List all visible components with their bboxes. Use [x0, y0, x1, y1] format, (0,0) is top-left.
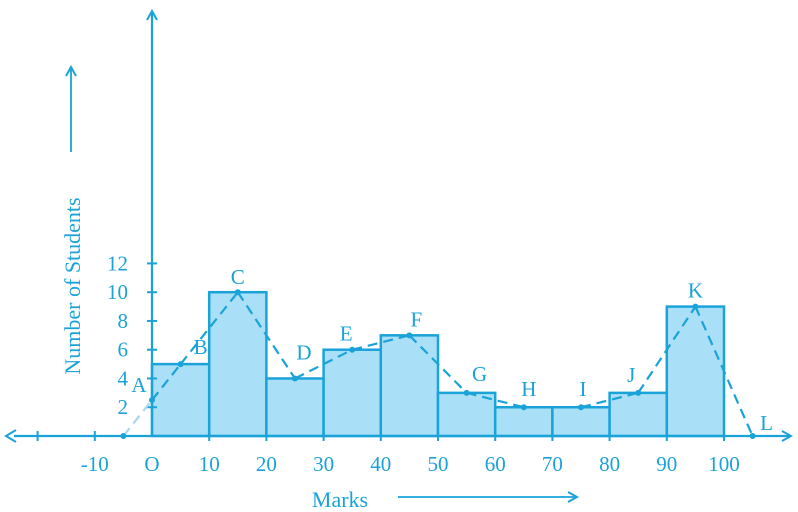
polygon-point-start — [120, 433, 127, 439]
polygon-point-E — [349, 346, 356, 353]
x-tick-label-100: 100 — [708, 452, 740, 476]
x-tick-label-60: 60 — [485, 452, 506, 476]
polygon-point-C — [234, 289, 241, 296]
x-tick-label-80: 80 — [599, 452, 620, 476]
polygon-segment-F-G — [408, 334, 468, 394]
polygon-segment-start-A — [122, 399, 153, 437]
histogram-bar-60-70 — [493, 405, 554, 438]
polygon-segment-J-K — [637, 305, 697, 394]
x-tick-label--10: -10 — [81, 452, 109, 476]
point-label-G: G — [472, 362, 487, 386]
polygon-point-F — [406, 332, 413, 339]
point-label-H: H — [521, 377, 536, 401]
x-tick-label-20: 20 — [256, 452, 277, 476]
y-tick-label-10: 10 — [107, 280, 128, 304]
y-tick-label-2: 2 — [118, 395, 129, 419]
origin-label: O — [144, 452, 159, 476]
labels: -10 10 20 30 40 50 60 70 80 90 100 O 2 4 6 8 10 12 Marks Nu… — [60, 68, 773, 512]
x-tick-label-50: 50 — [428, 452, 449, 476]
point-label-F: F — [411, 307, 423, 331]
histogram-bar-80-90 — [608, 391, 669, 438]
histogram-bar-20-30 — [265, 377, 325, 438]
y-tick-label-4: 4 — [118, 366, 129, 390]
histogram-bar-40-50 — [379, 334, 440, 438]
point-label-C: C — [231, 265, 245, 289]
polygon-segment-C-D — [236, 291, 296, 380]
histogram-bar-0-10 — [150, 362, 211, 438]
histogram-bar-50-60 — [436, 391, 497, 438]
x-tick-label-70: 70 — [542, 452, 563, 476]
polygon-point-D — [292, 375, 298, 382]
x-tick-label-90: 90 — [656, 452, 677, 476]
histogram-bar-30-40 — [322, 348, 383, 438]
polygon-point-G — [463, 389, 470, 396]
point-label-J: J — [627, 363, 635, 387]
polygon-segment-E-F — [351, 334, 410, 351]
y-axis-title: Number of Students — [60, 197, 85, 374]
x-tick-label-40: 40 — [370, 452, 391, 476]
x-axis-left-arrowhead — [4, 429, 17, 443]
frequency-polygon — [120, 289, 756, 439]
point-label-K: K — [688, 279, 703, 303]
point-label-D: D — [296, 340, 311, 364]
y-tick-label-6: 6 — [118, 338, 129, 362]
polygon-point-I — [578, 404, 584, 411]
x-tick-label-30: 30 — [313, 452, 334, 476]
x-axis-title: Marks — [312, 487, 368, 512]
polygon-point-J — [635, 389, 642, 396]
point-label-B: B — [194, 335, 208, 359]
y-tick-label-12: 12 — [107, 251, 128, 275]
polygon-segment-A-B — [151, 363, 182, 401]
axes — [4, 12, 790, 443]
polygon-point-L — [749, 433, 756, 439]
y-tick-label-8: 8 — [118, 309, 129, 333]
histogram-bar-90-100 — [665, 305, 726, 438]
polygon-point-K — [692, 303, 699, 310]
polygon-segment-K-L — [694, 306, 754, 437]
polygon-point-A — [149, 397, 155, 404]
point-label-I: I — [580, 377, 587, 401]
histogram-bar-10-20 — [207, 290, 268, 438]
polygon-segment-D-E — [294, 348, 353, 380]
histogram-bar-70-80 — [551, 405, 611, 438]
point-label-A: A — [131, 373, 147, 397]
polygon-point-B — [177, 361, 184, 368]
polygon-segment-I-J — [580, 391, 639, 409]
point-label-L: L — [760, 411, 773, 435]
polygon-point-H — [520, 404, 527, 411]
x-tick-label-10: 10 — [199, 452, 220, 476]
polygon-segment-G-H — [466, 391, 525, 409]
point-label-E: E — [340, 322, 353, 346]
